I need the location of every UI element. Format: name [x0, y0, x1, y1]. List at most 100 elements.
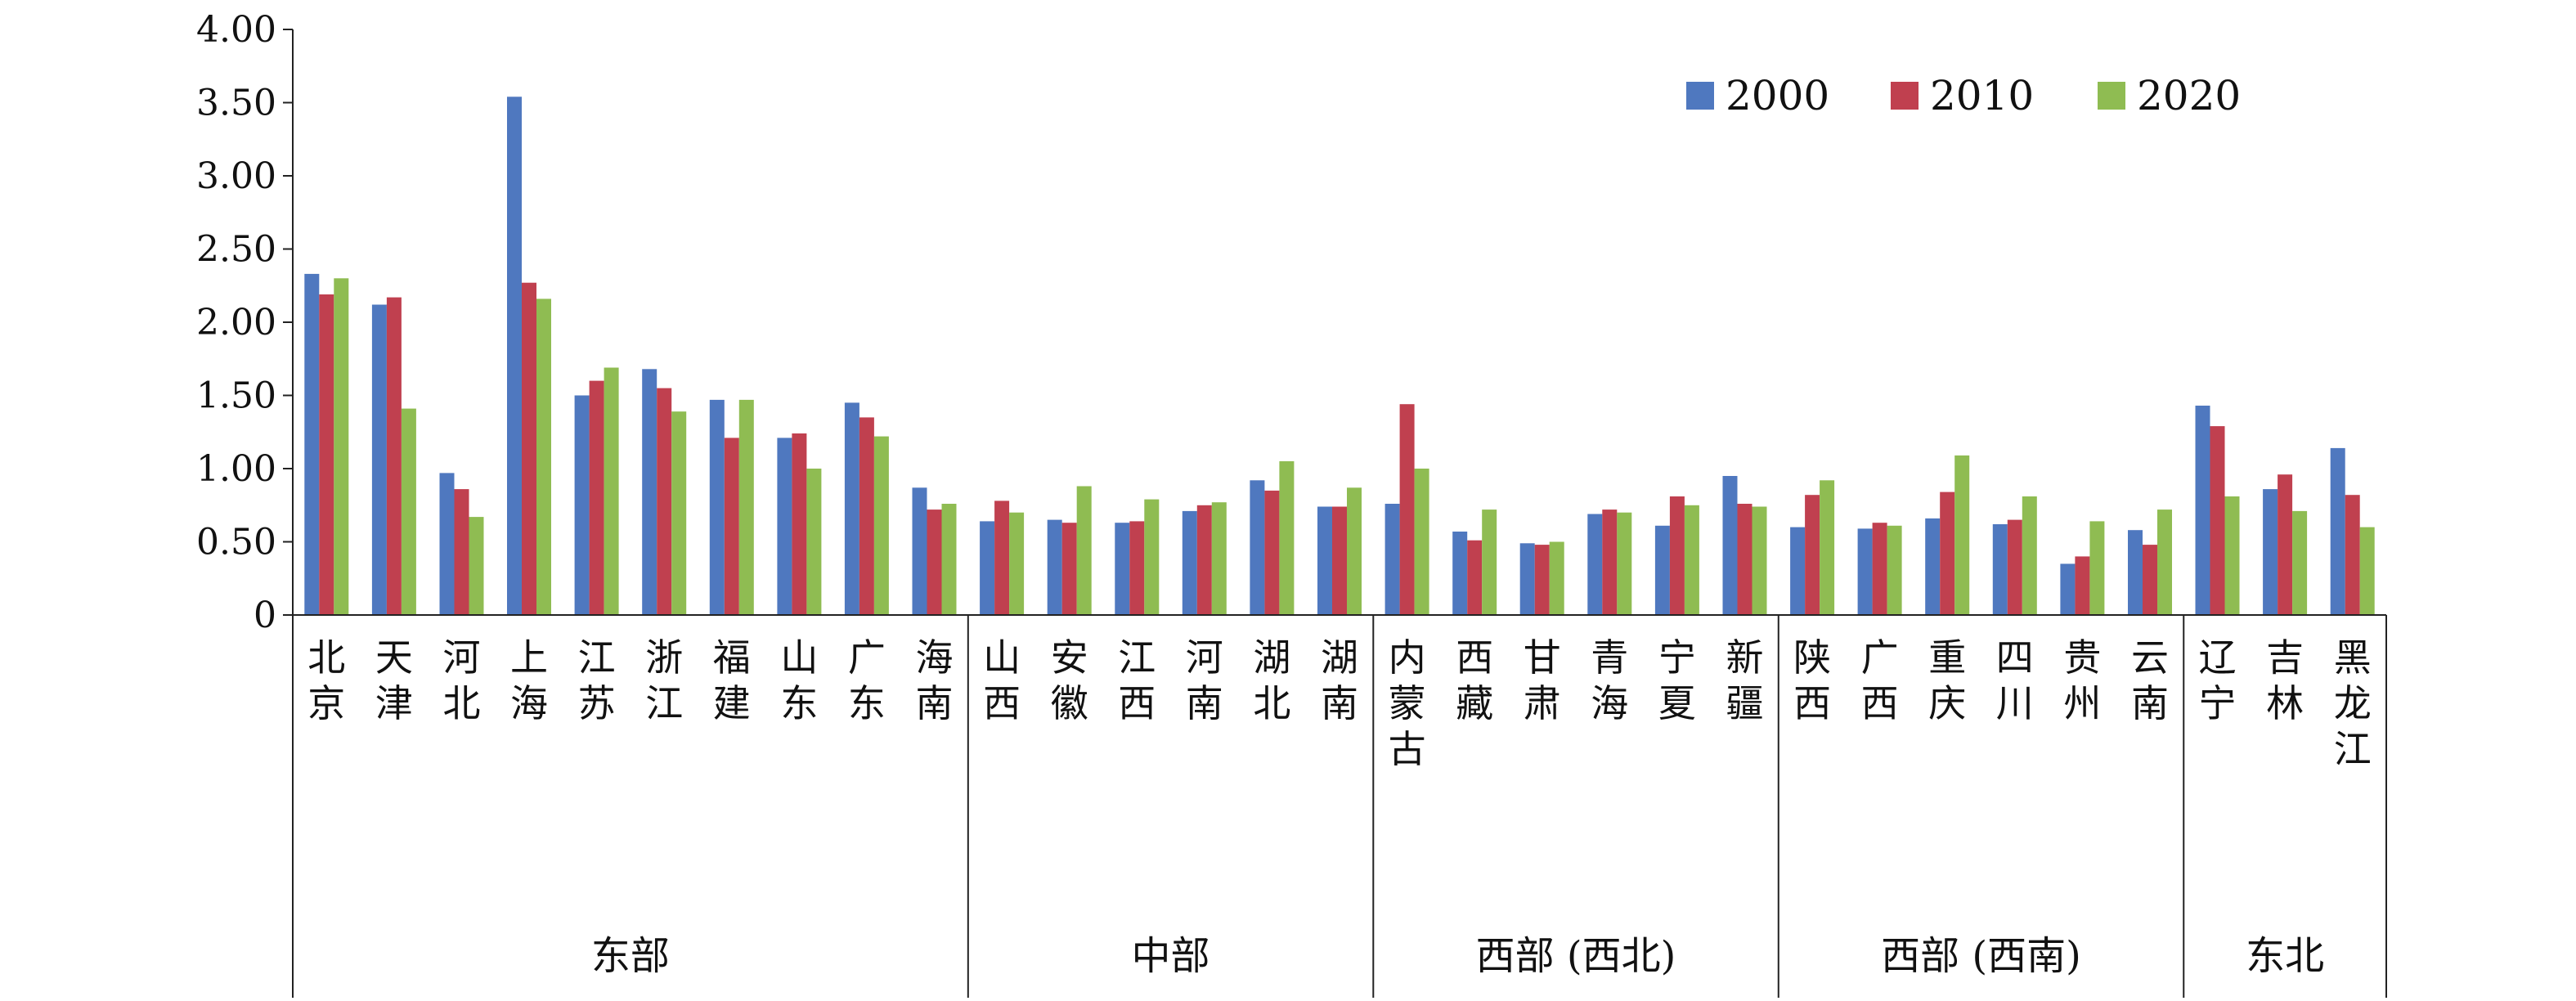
bar-2000-四川: [1992, 524, 2008, 615]
bar-2000-安徽: [1047, 519, 1062, 615]
bar-2020-江西: [1144, 499, 1160, 615]
category-label: 疆: [1726, 681, 1764, 725]
category-label: 西: [1861, 681, 1899, 725]
bar-2010-福建: [724, 438, 739, 615]
bar-2020-吉林: [2292, 510, 2308, 615]
bar-2020-海南: [941, 504, 957, 615]
bar-2000-浙江: [642, 369, 657, 615]
category-label: 辽: [2199, 635, 2237, 680]
category-label: 吉: [2266, 635, 2304, 680]
bar-2010-甘肃: [1534, 545, 1550, 615]
bar-2010-云南: [2143, 545, 2157, 615]
category-label: 北: [307, 635, 345, 680]
category-label: 东: [780, 681, 818, 725]
bar-2020-广东: [873, 436, 889, 615]
bar-2000-宁夏: [1654, 525, 1670, 615]
category-label: 肃: [1524, 681, 1561, 725]
bar-2000-广东: [844, 402, 859, 615]
legend: 2000 2010 2020: [1686, 72, 2241, 119]
category-label: 甘: [1524, 635, 1561, 680]
bar-2010-河北: [454, 489, 469, 615]
category-label: 重: [1928, 635, 1966, 680]
bar-2010-贵州: [2075, 556, 2090, 615]
category-label: 青: [1591, 635, 1628, 680]
bar-2000-吉林: [2263, 489, 2278, 615]
category-label: 湖: [1253, 635, 1290, 680]
bar-2000-广西: [1857, 528, 1873, 615]
y-tick-label: 0: [254, 595, 276, 636]
bar-2020-甘肃: [1549, 541, 1564, 615]
category-label: 北: [443, 681, 481, 725]
bar-2000-陕西: [1790, 527, 1806, 615]
bar-2020-贵州: [2089, 521, 2105, 615]
category-label: 宁: [2199, 681, 2237, 725]
bar-2000-贵州: [2060, 563, 2076, 615]
bar-2000-新疆: [1722, 476, 1738, 615]
bar-2000-天津: [371, 304, 387, 615]
bar-2020-湖北: [1279, 461, 1295, 615]
legend-label: 2000: [1726, 72, 1829, 119]
bar-2020-上海: [536, 299, 551, 615]
bar-2010-北京: [319, 294, 334, 615]
category-label: 河: [443, 635, 481, 680]
bar-2000-云南: [2128, 530, 2143, 615]
bar-2020-辽宁: [2224, 496, 2240, 615]
bar-2010-新疆: [1737, 504, 1752, 615]
bar-2000-湖南: [1317, 506, 1332, 615]
bar-2000-海南: [912, 487, 927, 615]
category-label: 宁: [1658, 635, 1696, 680]
category-label: 内: [1389, 635, 1426, 680]
bar-2020-天津: [401, 408, 416, 615]
category-label: 江: [1118, 635, 1156, 680]
bar-2010-上海: [522, 282, 536, 615]
y-tick-label: 1.50: [196, 375, 276, 417]
category-label: 庆: [1928, 681, 1966, 725]
bar-2000-辽宁: [2195, 406, 2210, 615]
bar-2000-河南: [1182, 510, 1197, 615]
bar-2020-北京: [334, 278, 349, 615]
category-label: 南: [1186, 681, 1223, 725]
region-label: 西部 (西南): [1881, 933, 2081, 979]
bar-2000-江西: [1115, 523, 1130, 615]
bar-2010-天津: [386, 297, 402, 615]
category-label: 龙: [2334, 681, 2372, 725]
category-label: 安: [1051, 635, 1088, 680]
y-tick-label: 2.00: [196, 302, 276, 343]
bar-2000-山东: [777, 438, 792, 615]
bar-2010-广西: [1872, 523, 1887, 615]
bar-2020-湖南: [1347, 487, 1362, 615]
category-label: 云: [2131, 635, 2169, 680]
bar-2020-福建: [738, 399, 754, 615]
region-label: 中部: [1131, 933, 1209, 979]
region-labels: 东部 中部 西部 (西北) 西部 (西南) 东北: [591, 933, 2324, 979]
category-label: 蒙: [1389, 681, 1426, 725]
bar-2000-上海: [507, 97, 522, 616]
bar-2000-甘肃: [1519, 543, 1535, 615]
category-label: 福: [713, 635, 751, 680]
category-label: 古: [1389, 727, 1426, 771]
category-label: 夏: [1658, 681, 1696, 725]
category-label: 湖: [1321, 635, 1358, 680]
category-label: 京: [307, 681, 345, 725]
bar-2010-广东: [859, 417, 874, 615]
bar-2020-河南: [1211, 502, 1227, 615]
category-label: 广: [1861, 635, 1899, 680]
bar-2020-新疆: [1752, 506, 1767, 615]
bar-2020-广西: [1887, 525, 1902, 615]
category-label: 四: [1996, 635, 2034, 680]
category-label: 山: [983, 635, 1021, 680]
bar-2010-江西: [1129, 521, 1145, 615]
category-label: 西: [1118, 681, 1156, 725]
bar-2020-重庆: [1954, 455, 1970, 615]
category-label: 北: [1253, 681, 1290, 725]
category-label: 西: [1793, 681, 1831, 725]
y-tick-labels: 0 0.50 1.00 1.50 2.00 2.50 3.00 3.50 4.00: [196, 9, 276, 636]
bar-2000-北京: [304, 273, 320, 615]
bar-2010-河南: [1196, 505, 1212, 616]
legend-label: 2010: [1930, 72, 2034, 119]
bar-2000-河北: [439, 473, 455, 615]
category-label: 黑: [2334, 635, 2372, 680]
bar-2020-浙江: [671, 411, 687, 615]
category-label: 陕: [1793, 635, 1831, 680]
